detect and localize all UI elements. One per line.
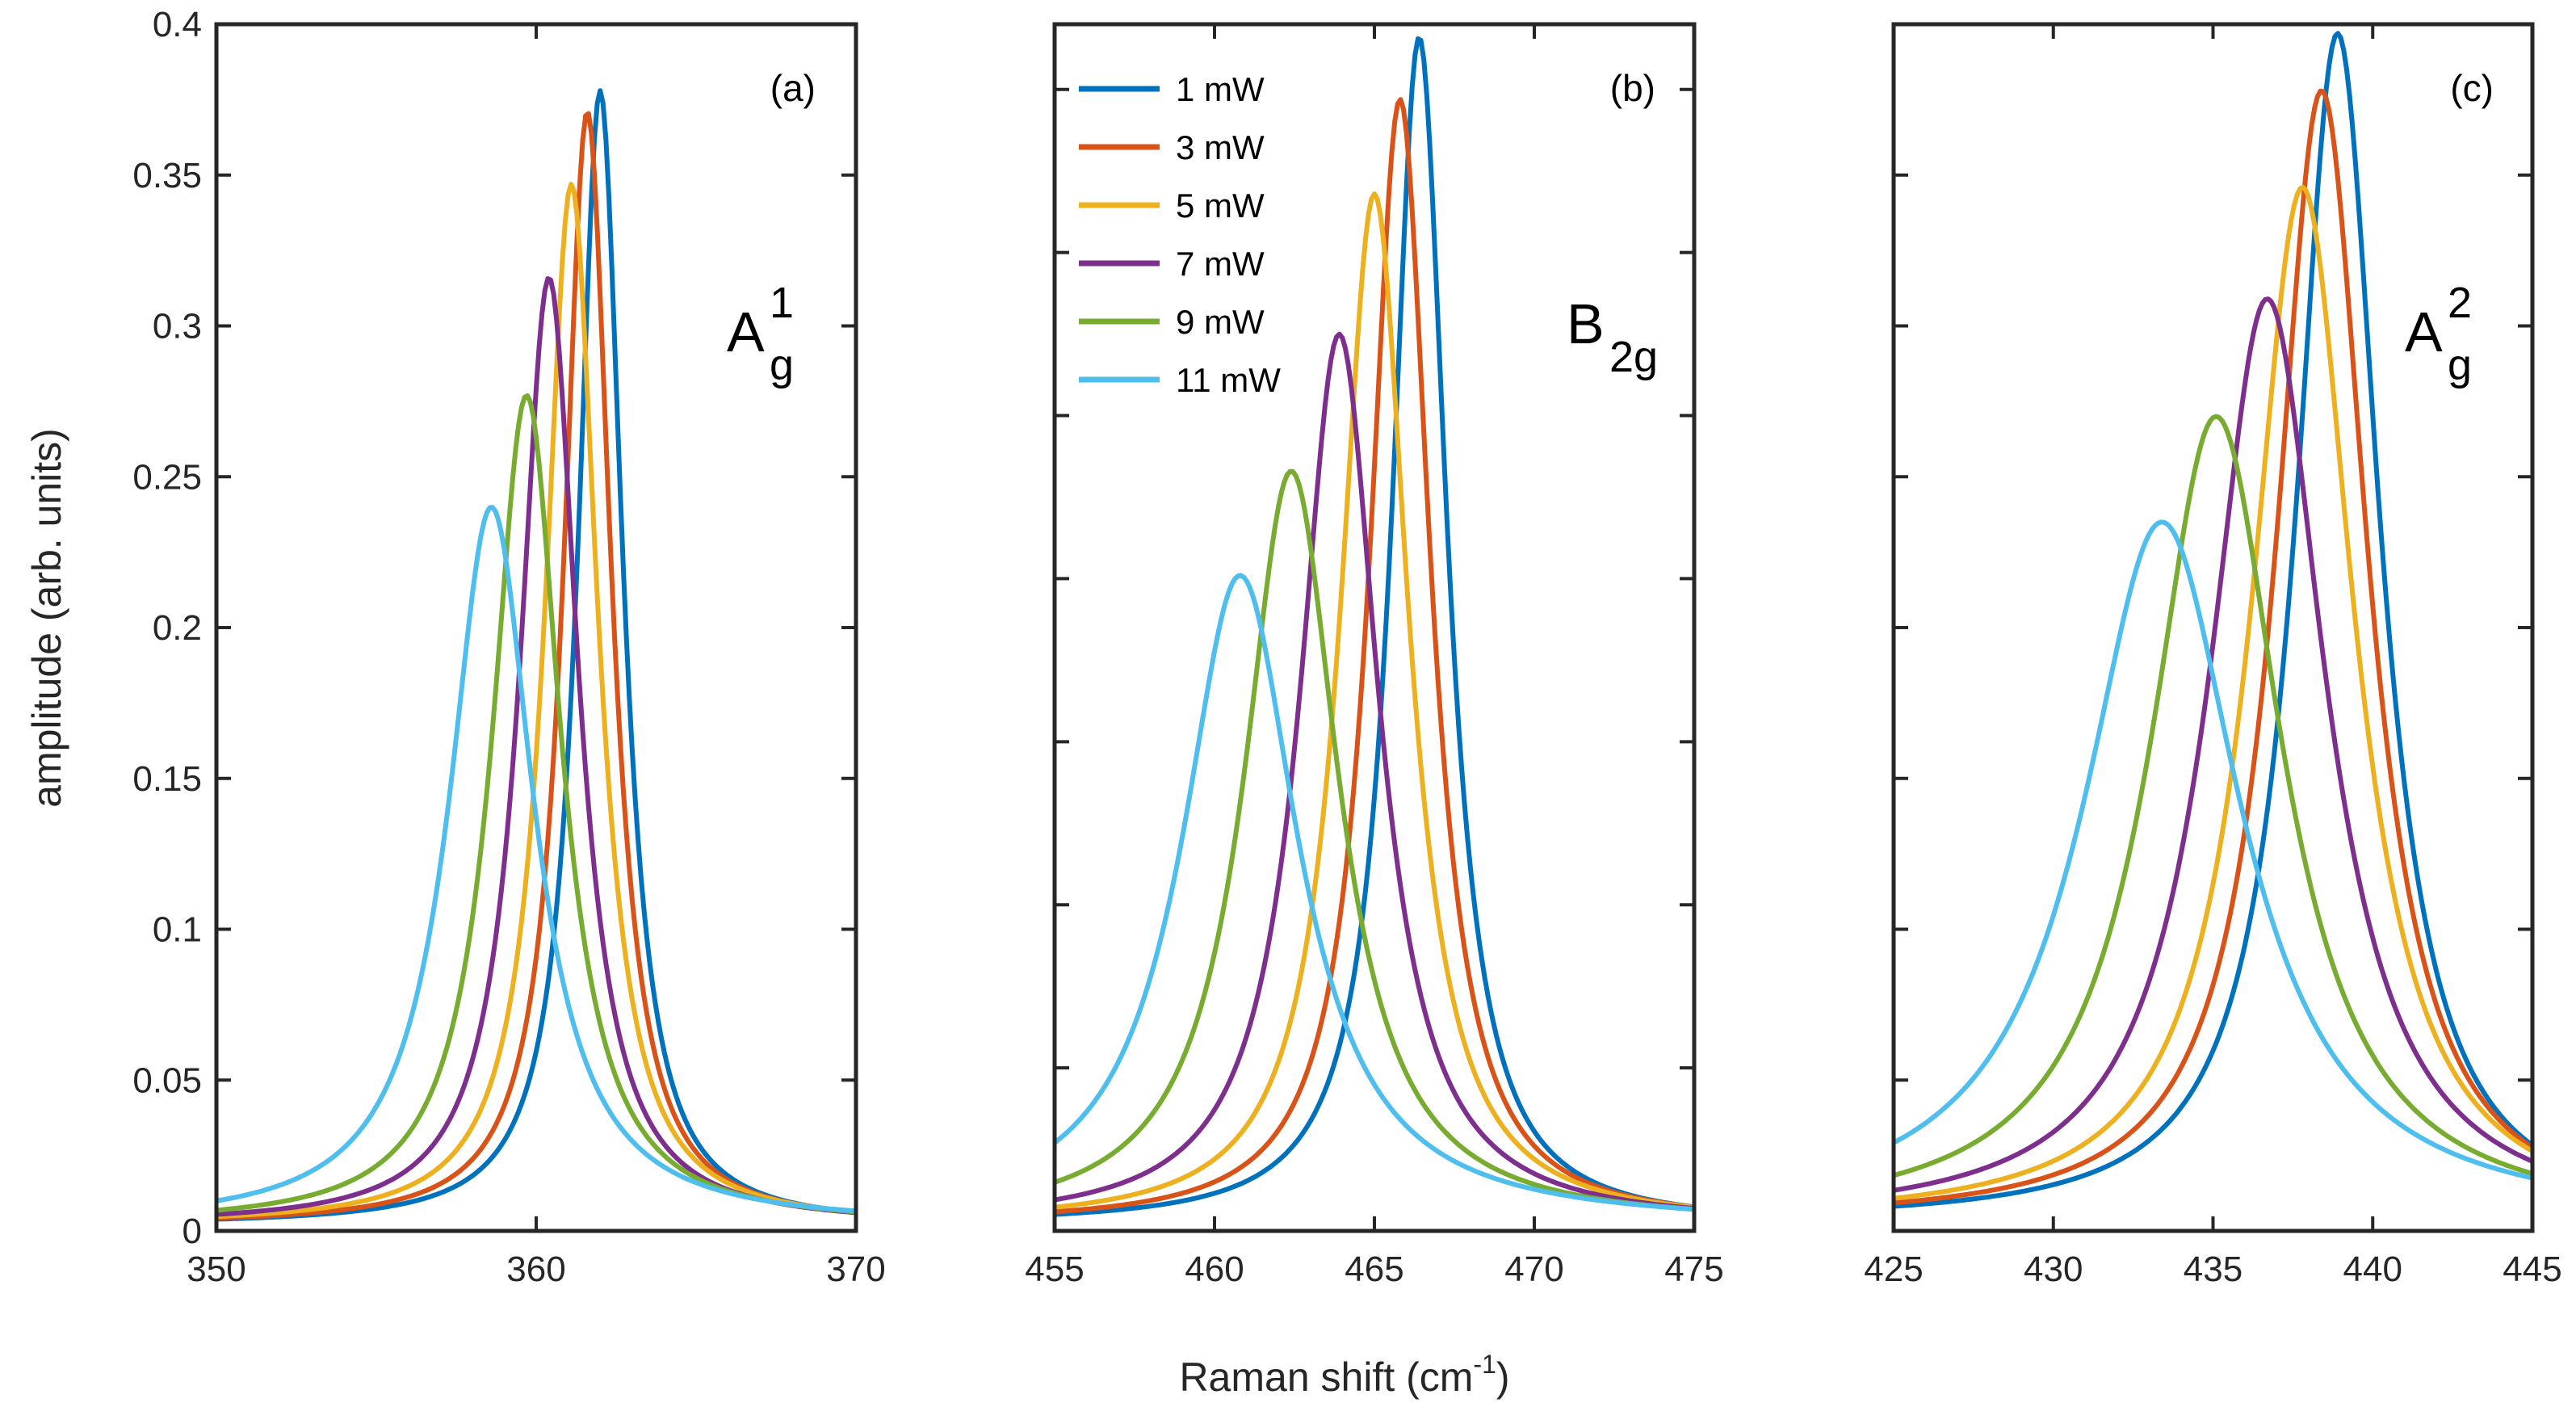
x-tick-label: 455 [1025,1250,1084,1289]
series-line-1mw [216,88,857,1222]
panels: 350 360 370 0 0.05 0.1 0.15 0.2 0.25 0.3 0.35 0.4 (a… [132,5,2561,1289]
series-line-9mw [1893,414,2533,1178]
series-line-9mw [1054,468,1695,1212]
y-axis-title: amplitude (arb. units) [24,428,69,808]
series-line-3mw [1893,88,2534,1206]
mode-label-sub: 2g [1609,333,1658,381]
mode-label-sub: g [2448,341,2472,389]
series-line-11mw [1053,573,1695,1212]
legend-entry: 7 mW [1176,245,1265,283]
series-line-1mw [1054,36,1695,1217]
x-tick-label: 470 [1504,1250,1563,1289]
x-axis-title-main: Raman shift (cm [1179,1354,1473,1400]
panel-label: (c) [2450,67,2494,109]
x-tick-label: 460 [1185,1250,1244,1289]
y-tick-label: 0.25 [132,457,202,497]
series-line-7mw [1054,331,1695,1212]
y-tick-label: 0.35 [132,156,202,195]
mode-label-main: B [1567,292,1605,355]
series-line-5mw [1893,184,2534,1201]
x-tick-label: 465 [1345,1250,1403,1289]
mode-label-main: A [727,300,765,363]
y-tick-label: 0 [183,1212,202,1251]
x-tick-label: 435 [2184,1250,2242,1289]
x-tick-label: 425 [1864,1250,1923,1289]
panel-label: (b) [1610,67,1655,109]
panel-2: 455 460 465 470 475 (b) B2g [1025,22,1724,1289]
legend-entry: 1 mW [1176,70,1265,108]
legend-entry: 3 mW [1176,128,1265,166]
series-line-1mw [1893,31,2534,1209]
x-tick-label: 350 [187,1250,245,1289]
series-line-11mw [216,505,857,1214]
legend-entry: 11 mW [1176,361,1281,399]
panel-3: 425 430 435 440 445 (c) A 2 g [1864,22,2562,1289]
legend-entry: 5 mW [1176,187,1265,225]
mode-label-sup: 1 [770,279,794,327]
y-tick-label: 0.05 [132,1060,202,1100]
y-tick-label: 0.2 [153,608,202,648]
y-tick-label: 0.4 [153,5,202,44]
x-tick-label: 370 [826,1250,885,1289]
x-tick-label: 445 [2503,1250,2561,1289]
mode-label-main: A [2405,300,2443,363]
panel-label: (a) [770,67,816,109]
x-tick-label: 440 [2343,1250,2402,1289]
x-axis-title-tail: ) [1496,1354,1510,1400]
series-line-5mw [1054,191,1695,1210]
legend: 1 mW 3 mW 5 mW 7 mW 9 mW 11 mW [1079,70,1281,399]
y-tick-label: 0.15 [132,759,202,799]
series-line-7mw [1893,296,2534,1193]
x-tick-label: 475 [1664,1250,1723,1289]
x-axis-title: Raman shift (cm-1) [1179,1350,1509,1400]
x-tick-label: 360 [506,1250,565,1289]
series-line-3mw [1054,97,1695,1215]
y-tick-label: 0.3 [153,307,202,346]
x-axis-title-sup: -1 [1473,1350,1496,1379]
mode-label-sub: g [770,341,794,389]
x-tick-label: 430 [2024,1250,2083,1289]
panel-1: 350 360 370 0 0.05 0.1 0.15 0.2 0.25 0.3 0.35 0.4 (a… [132,5,885,1289]
legend-entry: 9 mW [1176,303,1265,341]
y-tick-label: 0.1 [153,910,202,950]
series-line-11mw [1892,519,2533,1181]
mode-label-sup: 2 [2448,279,2472,327]
series-line-5mw [216,182,857,1220]
